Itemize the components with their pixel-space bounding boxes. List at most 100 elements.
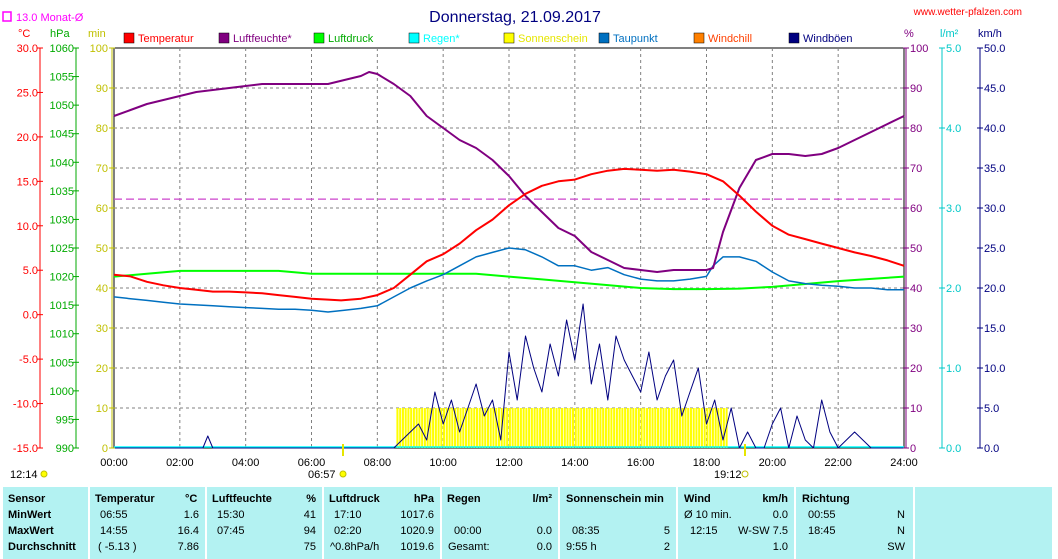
rain-total-label: Gesamt: (448, 541, 490, 553)
wind-header: Wind (684, 493, 711, 505)
humidity-axis-tick-label: 20 (910, 363, 922, 375)
humidity-axis-tick-label: 40 (910, 283, 922, 295)
sunshine-bar (654, 408, 657, 448)
unit-hpa: hPa (50, 28, 70, 40)
website-link[interactable]: www.wetter-pfalzen.com (913, 7, 1022, 18)
sunshine-bar (563, 408, 566, 448)
sunshine-bar (689, 408, 692, 448)
temp-max-value: 16.4 (177, 525, 199, 537)
pressure-axis-tick-label: 990 (56, 443, 74, 455)
humidity-axis-tick-label: 0 (910, 443, 916, 455)
sunshine-bar (530, 408, 533, 448)
sunshine-bar (492, 408, 495, 448)
x-tick-label: 16:00 (627, 457, 655, 469)
sunshine-axis-tick-label: 100 (90, 43, 108, 55)
series-lines (113, 71, 905, 449)
sunshine-bar (497, 408, 500, 448)
temperature-axis-tick-label: 5.0 (23, 265, 38, 277)
sunset-icon (741, 470, 749, 478)
sunshine-bar (525, 408, 528, 448)
press-max-value: 1020.9 (400, 525, 434, 537)
sunshine-bar (544, 408, 547, 448)
legend-label-windchill: Windchill (708, 33, 752, 45)
sunshine-bar (684, 408, 687, 448)
sunshine-bar (717, 408, 720, 448)
unit-celsius: °C (18, 28, 30, 40)
sunshine-bar (454, 408, 457, 448)
wind-axis-tick-label: 30.0 (984, 203, 1005, 215)
sun-max-value: 5 (663, 525, 670, 537)
grid-lines (114, 48, 904, 448)
temperature-axis-tick-label: 0.0 (23, 310, 38, 322)
pressure-axis-tick-label: 995 (56, 414, 74, 426)
chart-title: Donnerstag, 21.09.2017 (429, 9, 601, 26)
sunshine-bar (517, 408, 520, 448)
legend-item-taupunkt: Taupunkt (598, 32, 658, 45)
legend-swatch-sonnenschein (503, 32, 515, 44)
hum-header: Luftfeuchte (212, 493, 272, 505)
dir-max-time: 18:45 (808, 525, 836, 537)
humidity-axis-tick-label: 50 (910, 243, 922, 255)
hum-min-time: 15:30 (217, 509, 245, 521)
sunshine-bar (552, 408, 555, 448)
sunshine-bar (659, 408, 662, 448)
press-header: Luftdruck (329, 493, 380, 505)
wind-axis-tick-label: 20.0 (984, 283, 1005, 295)
wind-axis-tick-label: 5.0 (984, 403, 999, 415)
wind-min-label: Ø 10 min. (684, 509, 732, 521)
sunshine-bar (451, 408, 454, 448)
sun-max-time: 08:35 (572, 525, 600, 537)
sunshine-bar (506, 408, 509, 448)
row-label-sensor: Sensor (8, 493, 46, 505)
wind-avg-value: 1.0 (772, 541, 788, 553)
humidity-axis-tick-label: 100 (910, 43, 928, 55)
humidity-axis-tick-label: 30 (910, 323, 922, 335)
sunshine-bar (489, 408, 492, 448)
sun-icon-left (40, 470, 48, 478)
hum-unit: % (306, 493, 316, 505)
sunshine-bar (569, 408, 572, 448)
axes: 00:00 02:00 04:00 06:00 08:00 10:00 12:00 14:00… (13, 43, 1006, 469)
wind-axis-tick-label: 25.0 (984, 243, 1005, 255)
legend-label-luftfeuchte: Luftfeuchte* (233, 33, 292, 45)
sunrise-time: 06:57 (308, 469, 336, 481)
sunshine-bar (445, 408, 448, 448)
sunshine-bar (703, 408, 706, 448)
sunshine-bar (514, 408, 517, 448)
unit-kmh: km/h (978, 28, 1002, 40)
dir-header: Richtung (802, 493, 850, 505)
sun-total: 9:55 h (566, 541, 597, 553)
temp-min-time: 06:55 (100, 509, 128, 521)
sunshine-bar (711, 408, 714, 448)
sunshine-bar (714, 408, 717, 448)
sunshine-bar (673, 408, 676, 448)
sunshine-bar (725, 408, 728, 448)
sunshine-bar (648, 408, 651, 448)
sunshine-axis-tick-label: 0 (102, 443, 108, 455)
temperature-axis-tick-label: 30.0 (17, 43, 38, 55)
temperature-axis-tick-label: -15.0 (13, 443, 38, 455)
sunshine-bar (396, 408, 399, 448)
legend-swatch-windboeen (788, 32, 800, 44)
sun-header: Sonnenschein min (566, 493, 664, 505)
temperature-axis-tick-label: 10.0 (17, 221, 38, 233)
legend-label-sonnenschein: Sonnenschein (518, 33, 588, 45)
unit-percent: % (904, 28, 914, 40)
sunshine-bar (522, 408, 525, 448)
sunshine-bar (676, 408, 679, 448)
wind-axis-tick-label: 10.0 (984, 363, 1005, 375)
x-tick-label: 10:00 (429, 457, 457, 469)
sunshine-bar (486, 408, 489, 448)
sunshine-bar (426, 408, 429, 448)
sunshine-bar (670, 408, 673, 448)
legend: Temperatur Luftfeuchte* Luftdruck Regen*… (123, 32, 853, 45)
sunshine-bar (539, 408, 542, 448)
sunshine-bar (440, 408, 443, 448)
sunshine-bar (604, 408, 607, 448)
sunshine-bar (615, 408, 618, 448)
pressure-axis-tick-label: 1030 (50, 214, 74, 226)
temperature-axis-tick-label: 15.0 (17, 176, 38, 188)
sunshine-bar (681, 408, 684, 448)
unit-lm2: l/m² (940, 28, 959, 40)
sunshine-axis-tick-label: 20 (96, 363, 108, 375)
